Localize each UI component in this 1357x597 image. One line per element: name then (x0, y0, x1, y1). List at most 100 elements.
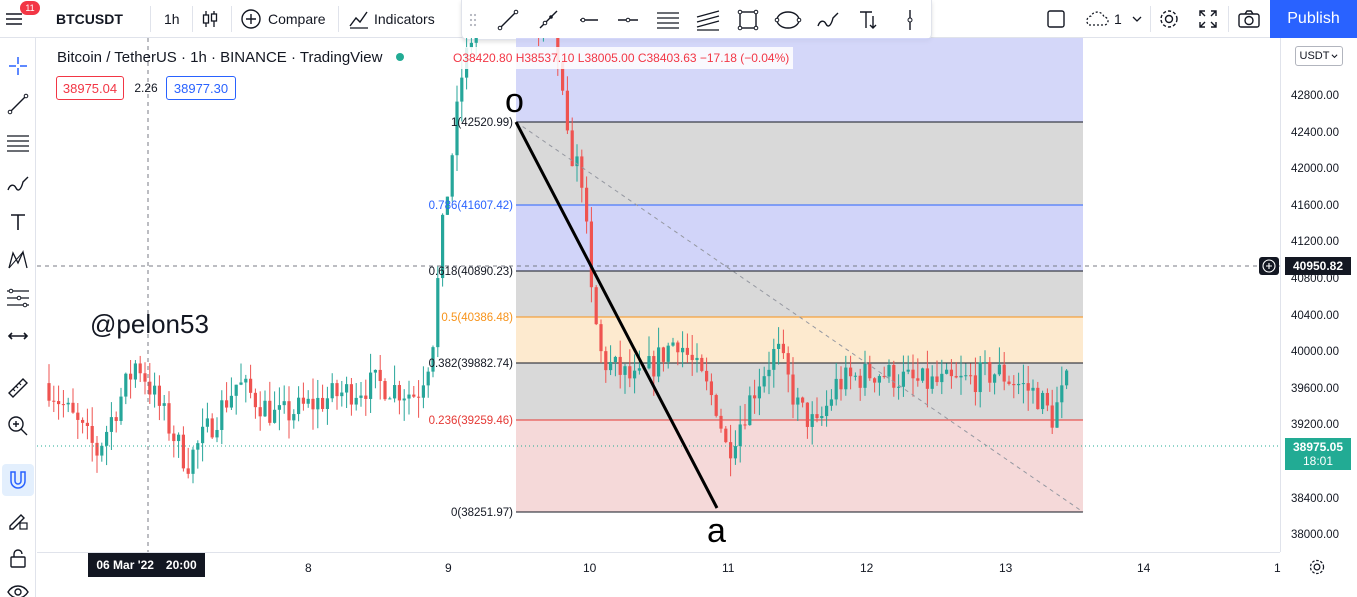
candle-body (877, 376, 881, 383)
candle-body (66, 402, 70, 405)
candle-body (81, 419, 85, 423)
notification-badge: 11 (20, 1, 40, 15)
candle-body (940, 373, 944, 383)
candle-body (61, 404, 65, 406)
chart-type-button[interactable] (200, 0, 224, 38)
horizontal-line-tool[interactable] (612, 4, 644, 36)
candle-body (1065, 370, 1069, 386)
hide-drawings-tool[interactable] (2, 576, 34, 597)
snapshot-button[interactable] (1237, 0, 1263, 38)
price-tick: 40400.00 (1291, 309, 1339, 322)
symbol-search-button[interactable]: BTCUSDT (56, 11, 123, 27)
stay-in-drawing-tool[interactable] (2, 504, 34, 536)
prediction-group[interactable] (2, 282, 34, 314)
sell-price-button[interactable]: 38975.04 (56, 76, 124, 100)
candle-body (839, 378, 843, 390)
time-tick: 11 (722, 561, 735, 575)
trend-line-group[interactable] (2, 88, 34, 120)
candle-body (705, 370, 709, 382)
settings-button[interactable] (1158, 0, 1182, 38)
ellipse-tool[interactable] (772, 4, 804, 36)
candle-body (95, 442, 99, 456)
candle-body (306, 398, 310, 404)
chart-settings-button[interactable] (1306, 556, 1328, 578)
price-tick: 42400.00 (1291, 126, 1339, 139)
brush-group[interactable] (2, 168, 34, 200)
parallel-lines-icon (657, 12, 679, 29)
point-a-label: a (707, 512, 726, 550)
price-tick: 39200.00 (1291, 419, 1339, 432)
candle-body (700, 357, 704, 371)
pencil-lock-icon (9, 514, 28, 530)
candle-body (205, 418, 209, 427)
candle-body (820, 416, 824, 419)
ray-icon (539, 10, 558, 29)
text-group[interactable] (2, 206, 34, 238)
candle-body (369, 372, 373, 399)
compare-button[interactable]: Compare (240, 0, 326, 38)
candle-body (407, 394, 411, 399)
candle-body (781, 343, 785, 354)
candle-body (1050, 405, 1054, 428)
menu-button[interactable] (4, 0, 34, 38)
candle-body (1036, 387, 1040, 410)
divider (1228, 6, 1229, 32)
candle-body (311, 398, 315, 410)
candle-body (594, 287, 598, 325)
candle-body (297, 397, 301, 415)
parallel-channel-tool[interactable] (652, 4, 684, 36)
candle-body (685, 347, 689, 355)
candle-body (133, 363, 137, 380)
candle-body (119, 396, 123, 421)
price-chart[interactable]: 1(42520.99) 0.786(41607.42) 0.618(40890.23… (37, 38, 1280, 552)
currency-button[interactable]: USDT (1295, 46, 1343, 66)
candle-body (114, 417, 118, 421)
fullscreen-button[interactable] (1198, 0, 1222, 38)
zoom-in-tool[interactable] (2, 410, 34, 442)
fib-retracement-icon (7, 135, 29, 152)
indicators-button[interactable]: Indicators (348, 0, 435, 38)
fib-tools-group[interactable] (2, 128, 34, 160)
time-axis[interactable]: 8 9 10 11 12 13 14 1 (37, 552, 1281, 597)
candle-body (1012, 383, 1016, 386)
candle-body (186, 468, 190, 474)
more-tools-button[interactable] (894, 4, 926, 36)
candle-body (695, 357, 699, 361)
brush-tool[interactable] (812, 4, 844, 36)
horizontal-ray-tool[interactable] (572, 4, 604, 36)
cloud-layout-button[interactable]: 1 (1082, 0, 1142, 38)
price-tick: 38400.00 (1291, 492, 1339, 505)
crosshair-tool[interactable] (2, 50, 34, 82)
candle-body (417, 396, 421, 398)
time-tick: 1 (1274, 561, 1281, 575)
layout-button[interactable] (1046, 0, 1070, 38)
rectangle-tool[interactable] (732, 4, 764, 36)
candle-body (709, 381, 713, 396)
horizontal-ray-icon (580, 17, 598, 23)
time-tick: 8 (305, 561, 312, 575)
candle-body (225, 400, 229, 408)
candle-body (738, 424, 742, 447)
publish-button[interactable]: Publish (1270, 0, 1357, 38)
interval-button[interactable]: 1h (164, 11, 180, 27)
text-tool[interactable] (852, 4, 884, 36)
candle-body (383, 381, 387, 400)
candle-body (277, 405, 281, 410)
ray-tool[interactable] (532, 4, 564, 36)
lock-drawings-tool[interactable] (2, 542, 34, 574)
candle-body (657, 347, 661, 377)
crosshair-price-label: 40950.82 (1285, 257, 1351, 275)
fib-level-label: 0.786(41607.42) (429, 200, 514, 212)
ruler-tool[interactable] (2, 372, 34, 404)
patterns-group[interactable] (2, 244, 34, 276)
buy-price-button[interactable]: 38977.30 (166, 76, 236, 100)
measure-group[interactable] (2, 320, 34, 352)
trend-line-tool[interactable] (492, 4, 524, 36)
price-axis[interactable]: USDT 42800.00 42400.00 42000.00 41600.00 412… (1280, 38, 1357, 552)
candle-body (273, 409, 277, 423)
add-alert-button[interactable] (1259, 257, 1279, 275)
candles-icon (202, 11, 218, 27)
magnet-tool[interactable] (2, 464, 34, 496)
drag-handle[interactable] (464, 4, 482, 36)
fib-channel-tool[interactable] (692, 4, 724, 36)
